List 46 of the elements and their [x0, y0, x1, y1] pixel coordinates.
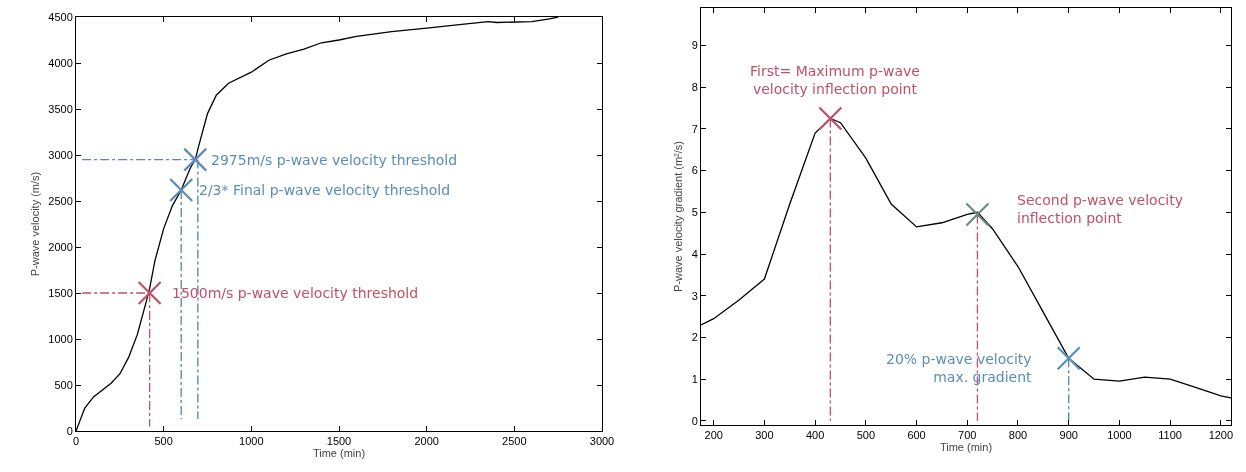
y-tick-label: 3000: [48, 148, 73, 161]
annotation: 20% p-wave velocity max. gradient: [886, 351, 1033, 386]
y-tick-label: 2000: [48, 240, 73, 253]
x-tick-label: 800: [1008, 429, 1028, 442]
x-axis-title: Time (min): [939, 441, 993, 454]
annotation: 2/3* Final p-wave velocity threshold: [199, 182, 451, 198]
y-axis-title: P-wave velocity gradient (m²/s): [672, 141, 685, 292]
x-axis-title: Time (min): [312, 447, 366, 460]
x-tick-label: 600: [907, 429, 926, 442]
x-tick-label: 500: [154, 435, 173, 448]
y-axis-title: P-wave velocity (m/s): [28, 171, 41, 277]
y-tick-label: 4: [691, 247, 698, 260]
y-tick-label: 9: [691, 39, 698, 52]
x-tick-label: 300: [755, 429, 774, 442]
y-tick-label: 3500: [48, 102, 73, 115]
y-tick-label: 500: [54, 378, 73, 391]
annotation: 2975m/s p-wave velocity threshold: [211, 152, 458, 168]
annotation: 1500m/s p-wave velocity threshold: [172, 285, 419, 301]
x-tick-label: 900: [1059, 429, 1078, 442]
y-tick-label: 8: [691, 81, 698, 94]
x-tick-label: 1000: [1107, 429, 1132, 442]
y-tick-label: 5: [691, 206, 698, 219]
x-tick-label: 1100: [1158, 429, 1182, 442]
y-tick-label: 1: [691, 372, 698, 385]
y-tick-label: 1000: [48, 332, 73, 345]
x-tick-label: 400: [805, 429, 825, 442]
x-tick-label: 200: [704, 429, 723, 442]
y-tick-label: 7: [691, 122, 698, 135]
annotation: Second p-wave velocity inflection point: [1017, 192, 1184, 227]
y-tick-label: 6: [691, 164, 698, 177]
x-tick-label: 700: [958, 429, 977, 442]
annotation: First= Maximum p-wave velocity inflection point: [750, 63, 920, 98]
y-tick-label: 2500: [48, 194, 73, 207]
x-tick-label: 500: [856, 429, 876, 442]
x-tick-label: 2500: [502, 435, 527, 448]
x-tick-label: 1500: [326, 435, 352, 448]
y-tick-label: 3: [691, 289, 698, 302]
x-tick-label: 2000: [414, 435, 439, 448]
y-tick-label: 1500: [48, 286, 73, 299]
x-tick-label: 3000: [589, 435, 615, 448]
y-tick-label: 4000: [48, 56, 73, 69]
y-tick-label: 2: [691, 331, 698, 344]
x-tick-label: 1000: [239, 435, 264, 448]
x-tick-label: 1200: [1208, 429, 1234, 442]
y-tick-label: 4500: [48, 10, 73, 23]
y-tick-label: 0: [691, 414, 698, 427]
